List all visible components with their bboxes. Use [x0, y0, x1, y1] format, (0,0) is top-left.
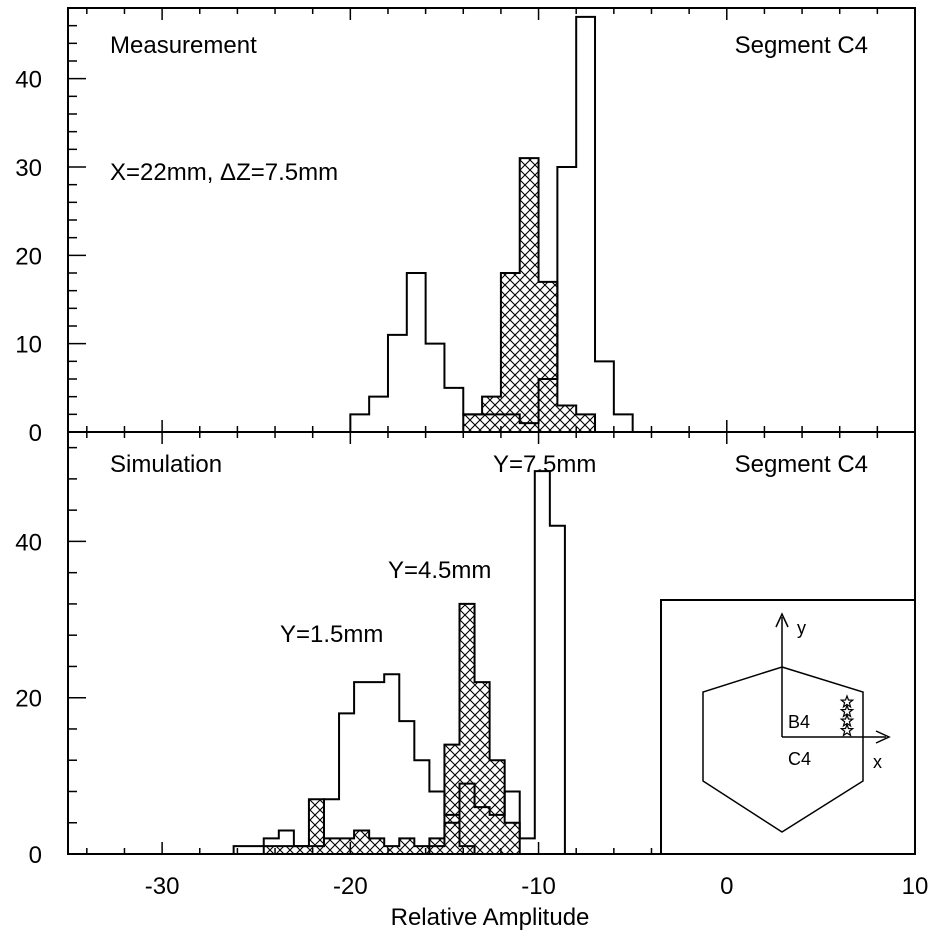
bottom-title-right: Segment C4 [735, 451, 868, 478]
x-axis-label: Relative Amplitude [391, 904, 590, 931]
bottom-y-tick-label: 0 [29, 842, 42, 869]
bottom-bin-1-3 [308, 799, 324, 854]
top-bin-1-0 [463, 414, 483, 432]
bottom-histograms [232, 470, 566, 854]
bottom-bin-1-15 [489, 760, 505, 854]
top-frame [67, 7, 916, 433]
top-histograms [349, 15, 634, 432]
x-tick-label: 0 [720, 873, 733, 900]
bottom-series-0-outline [232, 673, 476, 854]
top-bin-1-2 [500, 273, 520, 432]
top-y-tick-label: 10 [15, 332, 42, 359]
top-title-right: Segment C4 [735, 32, 868, 59]
top-bin-0-5 [444, 388, 463, 432]
bottom-bin-0-7 [339, 713, 354, 854]
top-bin-0-13 [595, 361, 614, 432]
top-series-1-outline [462, 157, 597, 432]
bottom-y-tick-label: 20 [15, 686, 42, 713]
bottom-bin-0-12 [414, 760, 429, 854]
inset-y-arrow-icon [775, 612, 789, 628]
label-y7-5: Y=7.5mm [493, 451, 596, 478]
top-series-0-outline [349, 15, 634, 432]
bottom-bin-0-9 [369, 682, 384, 854]
top-bin-1-5 [557, 405, 577, 432]
bottom-series-1 [262, 602, 521, 854]
bottom-axes: -30 -20 -10 0 10 0 20 40 [15, 432, 928, 900]
inset-segment-lower: C4 [788, 749, 811, 769]
bottom-bin-1-12 [444, 744, 460, 854]
top-bin-0-2 [388, 335, 407, 432]
top-bin-1-3 [519, 158, 539, 432]
inset-diagram: y x B4 C4 [660, 599, 916, 855]
bottom-series-0 [232, 673, 476, 854]
top-axes: 0 10 20 30 40 [15, 8, 879, 447]
label-y1-5: Y=1.5mm [280, 621, 383, 648]
top-bin-0-1 [369, 397, 388, 432]
bottom-series-2-outline [428, 470, 566, 854]
top-y-tick-label: 40 [15, 67, 42, 94]
inset-x-arrow-icon [875, 730, 891, 744]
bottom-bin-1-2 [293, 846, 309, 854]
bottom-series-1-outline [262, 602, 521, 854]
bottom-bin-1-14 [474, 682, 490, 854]
top-series-1 [462, 157, 597, 432]
bottom-bin-1-16 [504, 822, 520, 854]
bottom-bin-1-4 [323, 838, 340, 854]
inset-segment-upper: B4 [788, 712, 810, 732]
bottom-y-tick-label: 40 [15, 529, 42, 556]
inset-y-label: y [797, 618, 806, 638]
top-annotation: X=22mm, ΔZ=7.5mm [110, 159, 338, 186]
bottom-bin-0-0 [234, 846, 249, 854]
bottom-bin-0-1 [249, 846, 264, 854]
bottom-bin-1-10 [414, 846, 430, 854]
top-bin-0-11 [557, 167, 576, 432]
top-bin-0-0 [350, 414, 369, 432]
top-series-0 [349, 15, 634, 432]
top-panel: 0 10 20 30 40 Measurement Segment C4 X=22mm,… [15, 7, 916, 447]
bottom-bin-1-5 [339, 838, 355, 854]
top-y-tick-label: 20 [15, 243, 42, 270]
x-tick-label: -20 [333, 873, 368, 900]
bottom-bin-2-7 [535, 471, 550, 854]
top-y-tick-label: 0 [29, 420, 42, 447]
bottom-bin-1-7 [369, 838, 385, 854]
top-y-tick-label: 30 [15, 155, 42, 182]
top-bin-1-6 [576, 414, 596, 432]
bottom-bin-2-8 [550, 526, 565, 854]
bottom-bin-2-6 [520, 838, 535, 854]
top-bin-0-14 [614, 414, 633, 432]
hexagon-outline [702, 666, 864, 833]
bottom-bin-1-8 [384, 846, 400, 854]
top-title-left: Measurement [110, 32, 257, 59]
bottom-bin-1-1 [278, 846, 294, 854]
bottom-title-left: Simulation [110, 451, 222, 478]
star-icon [839, 722, 855, 737]
top-bin-0-3 [407, 273, 426, 432]
bottom-bin-1-6 [354, 830, 370, 854]
bottom-bin-1-9 [399, 838, 415, 854]
inset-x-label: x [873, 752, 882, 772]
x-tick-label: 10 [902, 873, 929, 900]
bottom-series-2 [428, 470, 566, 854]
bottom-bin-1-0 [263, 846, 279, 854]
top-bin-0-4 [426, 344, 445, 432]
inset-stars [839, 694, 855, 737]
x-tick-label: -10 [521, 873, 556, 900]
top-bin-0-12 [576, 17, 595, 432]
top-bin-1-1 [482, 396, 501, 432]
bottom-bin-1-13 [459, 603, 475, 854]
label-y4-5: Y=4.5mm [388, 557, 491, 584]
bottom-bin-0-8 [354, 682, 369, 854]
top-bin-1-4 [538, 281, 558, 432]
x-tick-label: -30 [145, 873, 180, 900]
bottom-bin-0-10 [384, 674, 399, 854]
bottom-bin-0-11 [399, 721, 414, 854]
